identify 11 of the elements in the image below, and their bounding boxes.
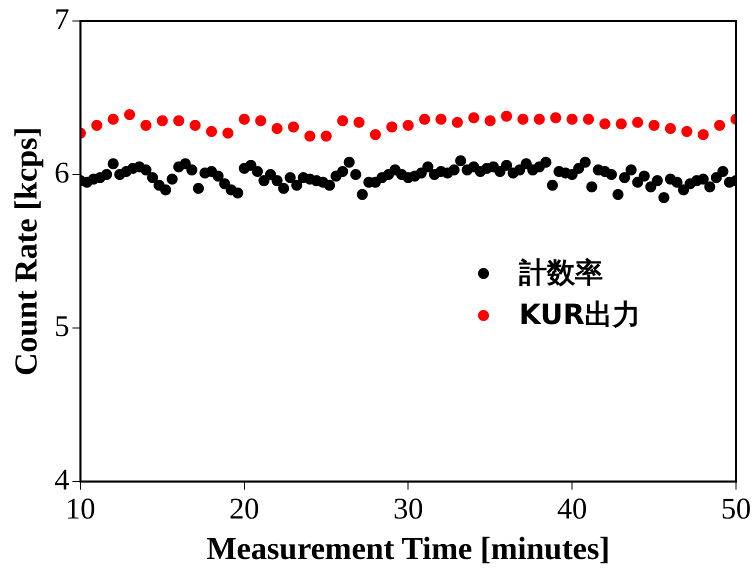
- y-tick-label: 5: [54, 310, 70, 343]
- y-axis-title: Count Rate [kcps]: [7, 126, 44, 376]
- x-tick-label: 50: [721, 492, 751, 526]
- x-tick-label: 20: [229, 492, 260, 526]
- y-tick-label: 6: [54, 156, 70, 190]
- x-tick-label: 30: [393, 492, 424, 526]
- legend-label: 計数率: [519, 255, 603, 291]
- legend-label: KUR出力: [519, 297, 641, 333]
- y-tick-label: 7: [54, 2, 70, 36]
- x-tick-label: 40: [557, 492, 588, 526]
- x-axis-title: Measurement Time [minutes]: [206, 530, 610, 566]
